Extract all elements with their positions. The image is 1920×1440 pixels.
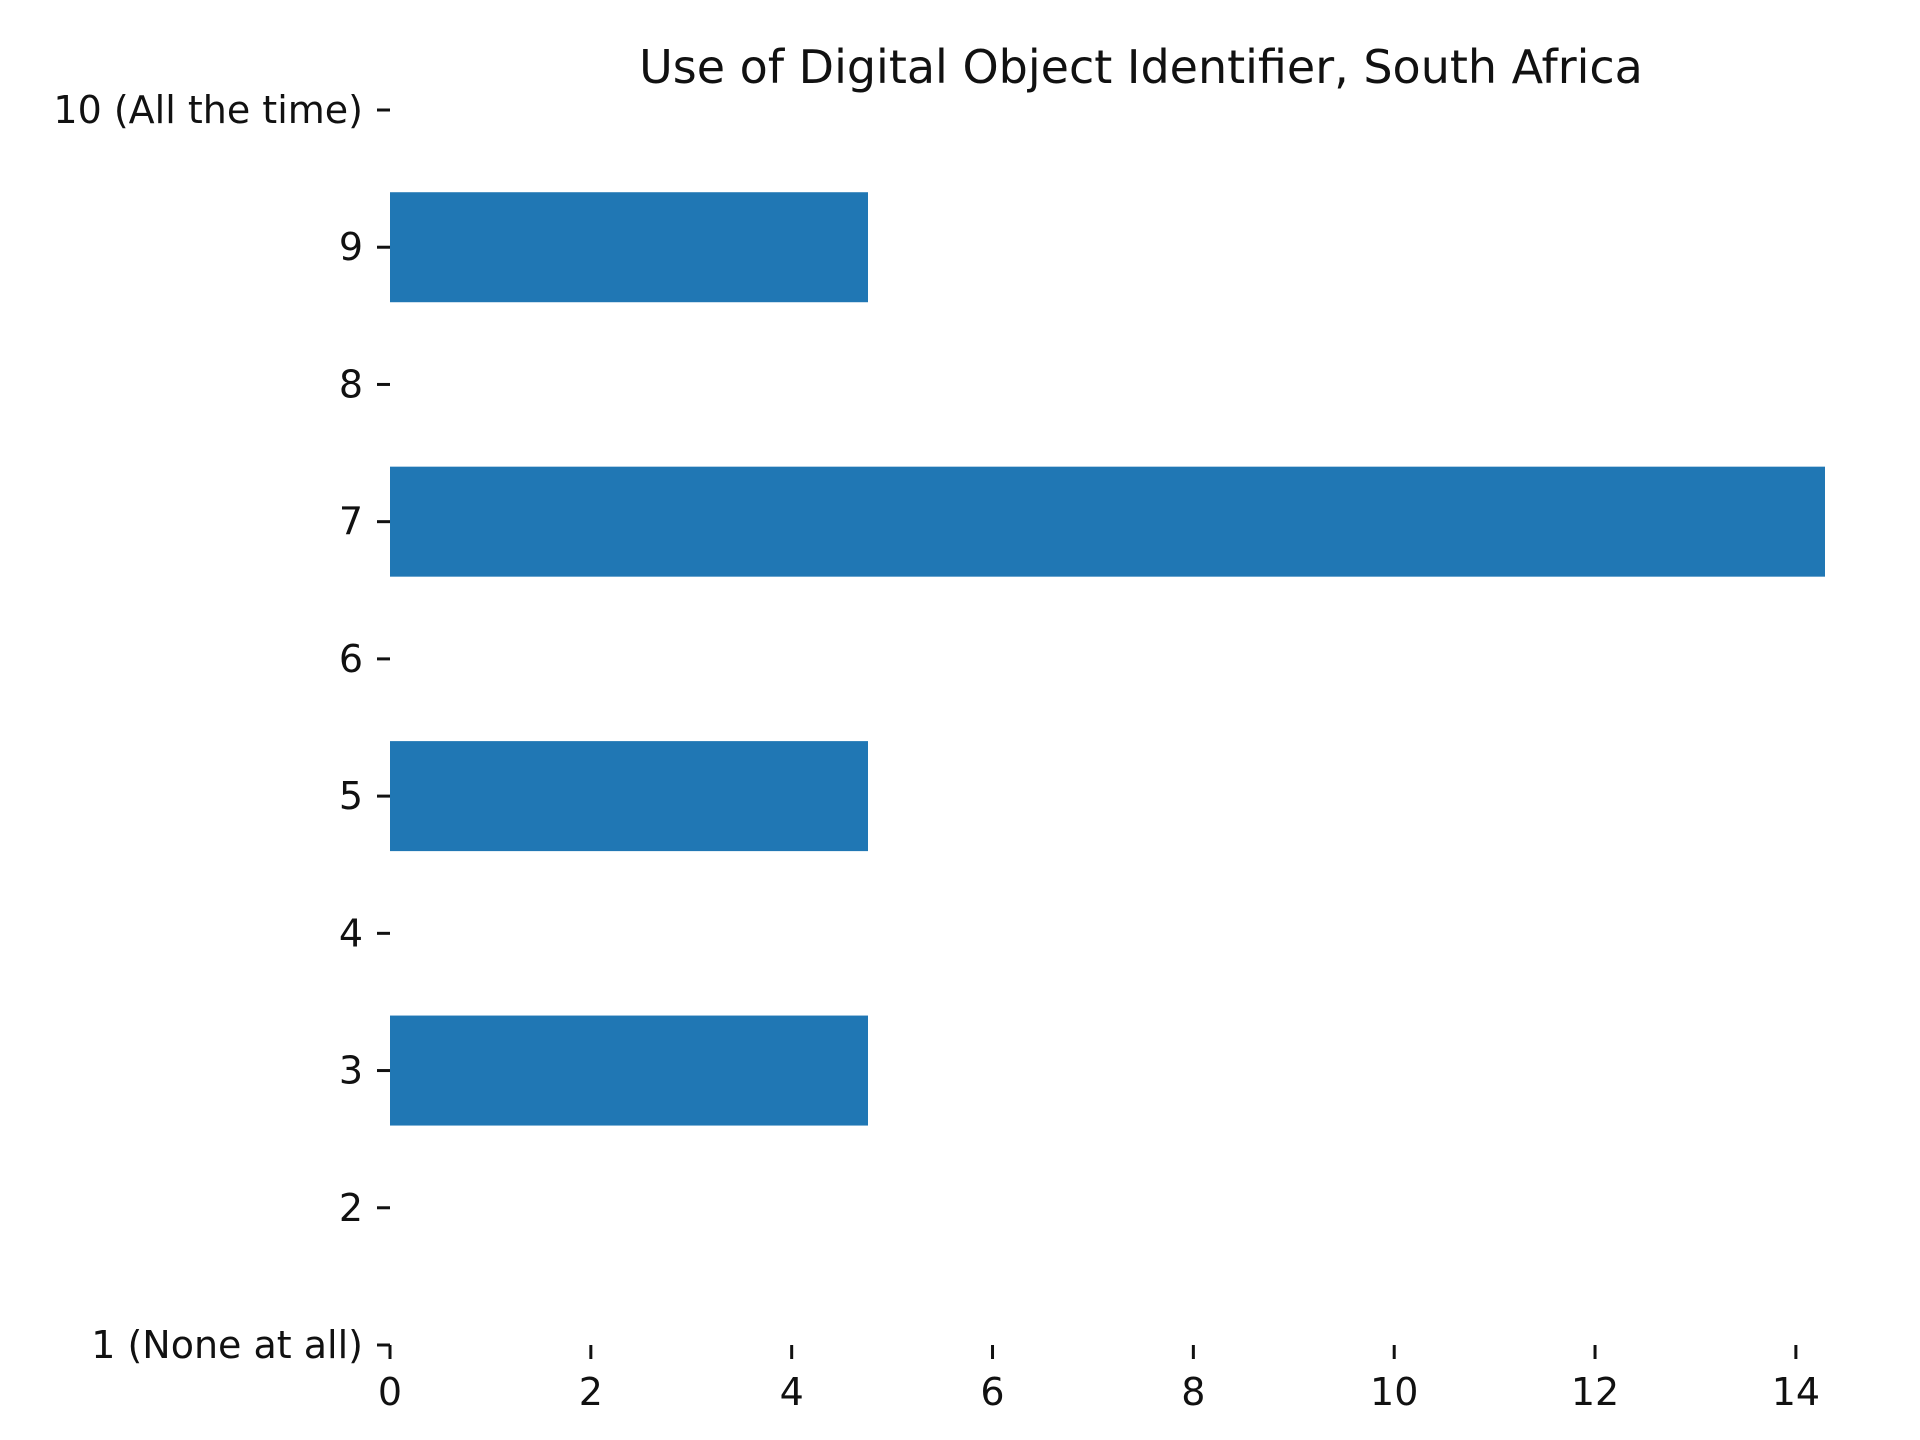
x-tick-label: 10 <box>1370 1370 1418 1414</box>
y-tick-label: 10 (All the time) <box>53 88 363 132</box>
y-tick-label: 9 <box>339 225 363 269</box>
bar-3 <box>390 1015 868 1126</box>
x-tick-label: 14 <box>1772 1370 1820 1414</box>
bar-7 <box>390 466 1825 577</box>
x-tick-label: 2 <box>579 1370 603 1414</box>
y-axis: 1 (None at all) 2 3 4 5 6 7 8 9 10 (All the time) <box>53 88 390 1367</box>
x-axis: 0 2 4 6 8 10 12 14 <box>378 1345 1820 1414</box>
x-tick-label: 8 <box>1181 1370 1205 1414</box>
x-tick-label: 4 <box>780 1370 804 1414</box>
y-tick-label: 2 <box>339 1186 363 1230</box>
y-tick-label: 5 <box>339 774 363 818</box>
y-tick-label: 3 <box>339 1049 363 1093</box>
bars-group <box>390 192 1825 1126</box>
x-tick-label: 0 <box>378 1370 402 1414</box>
y-tick-label: 1 (None at all) <box>91 1323 363 1367</box>
bar-9 <box>390 192 868 303</box>
chart-title: Use of Digital Object Identifier, South … <box>639 40 1643 94</box>
y-tick-label: 6 <box>339 637 363 681</box>
x-tick-label: 6 <box>980 1370 1004 1414</box>
x-tick-label: 12 <box>1571 1370 1619 1414</box>
y-tick-label: 8 <box>339 362 363 406</box>
y-tick-label: 4 <box>339 911 363 955</box>
y-tick-label: 7 <box>339 500 363 544</box>
bar-5 <box>390 741 868 852</box>
